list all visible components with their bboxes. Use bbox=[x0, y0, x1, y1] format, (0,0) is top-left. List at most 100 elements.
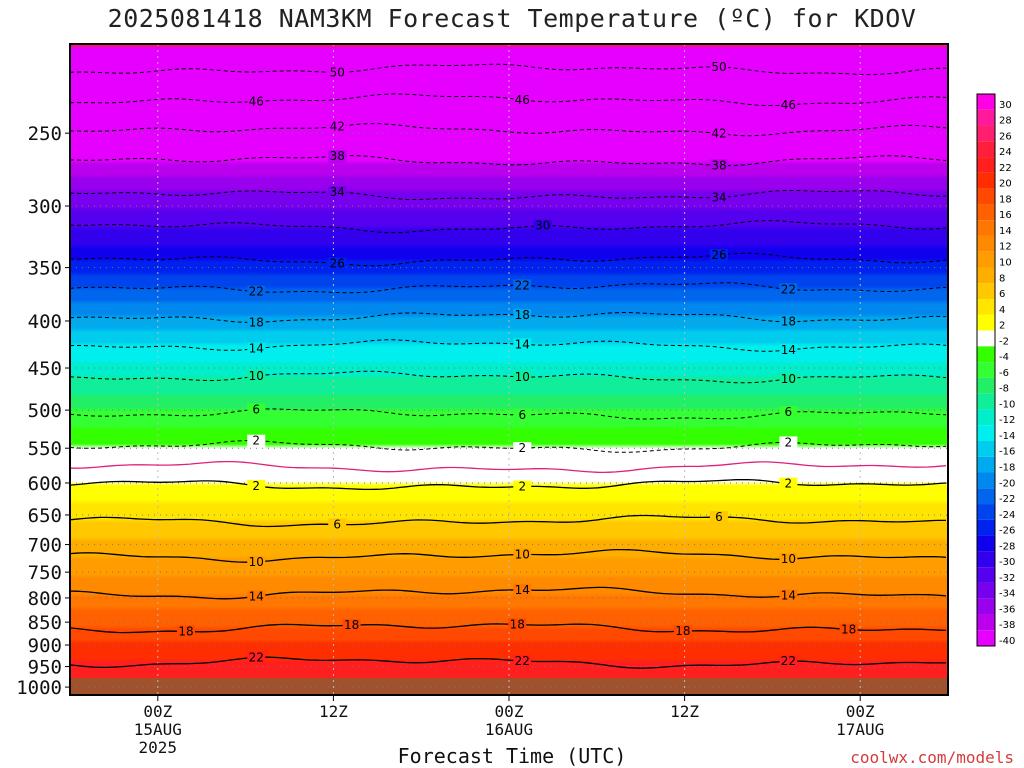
contour-line bbox=[70, 408, 947, 420]
colorbar-swatch bbox=[977, 157, 995, 173]
y-tick-label: 800 bbox=[28, 588, 62, 610]
contour-label-bg bbox=[779, 589, 798, 603]
colorbar-swatch bbox=[977, 377, 995, 394]
contour-label: 18 bbox=[675, 624, 690, 638]
colorbar-swatch bbox=[977, 204, 995, 221]
colorbar-label: 26 bbox=[999, 131, 1012, 142]
contour-label-bg bbox=[247, 555, 266, 569]
contour-label: 26 bbox=[711, 248, 726, 262]
contour-label-bg bbox=[513, 584, 532, 598]
contour-label-bg bbox=[513, 408, 532, 422]
colorbar-label: -18 bbox=[999, 463, 1015, 474]
source-credit[interactable]: coolwx.com/models bbox=[850, 748, 1014, 767]
contour-label: 22 bbox=[249, 650, 264, 664]
contour-label: 46 bbox=[249, 94, 264, 108]
contour-line bbox=[70, 478, 947, 491]
contour-line bbox=[70, 312, 947, 323]
colorbar-label: 28 bbox=[999, 116, 1012, 127]
colorbar-frame bbox=[976, 93, 996, 647]
contour-label-bg bbox=[779, 406, 798, 420]
contour-line bbox=[70, 93, 947, 106]
contour-label-bg bbox=[247, 316, 266, 330]
contour-label: 14 bbox=[515, 583, 530, 597]
contour-label: 6 bbox=[333, 517, 341, 531]
colorbar-swatch bbox=[977, 283, 995, 300]
colorbar-swatch bbox=[977, 235, 995, 252]
contour-label-bg bbox=[779, 436, 798, 450]
contour-label: 34 bbox=[330, 185, 345, 199]
contour-line bbox=[70, 370, 947, 384]
contour-label: 18 bbox=[344, 618, 359, 632]
colorbar-swatch bbox=[977, 614, 995, 631]
contour-label: 6 bbox=[715, 510, 723, 524]
x-tick-label: 2025 bbox=[139, 738, 178, 757]
colorbar-swatch bbox=[977, 535, 995, 552]
contour-label: 10 bbox=[515, 370, 530, 384]
colorbar-label: -10 bbox=[999, 399, 1015, 410]
x-tick-label: 00Z bbox=[495, 702, 524, 721]
contour-label: 10 bbox=[249, 555, 264, 569]
x-tick-label: 00Z bbox=[143, 702, 172, 721]
colorbar-swatch bbox=[977, 393, 995, 410]
x-tick-label: 12Z bbox=[319, 702, 348, 721]
contour-label: 2 bbox=[518, 441, 526, 455]
x-tick-label: 17AUG bbox=[836, 720, 884, 739]
colorbar-label: -32 bbox=[999, 573, 1015, 584]
y-tick-label: 350 bbox=[28, 258, 62, 280]
colorbar-swatch bbox=[977, 125, 995, 142]
y-tick-label: 1000 bbox=[16, 677, 62, 699]
contour-label-bg bbox=[508, 618, 527, 632]
contour-label-bg bbox=[513, 93, 532, 107]
contour-label: 42 bbox=[711, 127, 726, 141]
contour-label: 22 bbox=[515, 654, 530, 668]
colorbar-swatch bbox=[977, 425, 995, 441]
contour-label-bg bbox=[709, 127, 728, 141]
contour-label-bg bbox=[709, 159, 728, 173]
colorbar-label: 14 bbox=[999, 226, 1012, 237]
colorbar-swatch bbox=[977, 567, 995, 583]
colorbar-label: -24 bbox=[999, 510, 1015, 521]
contour-label-bg bbox=[839, 623, 858, 637]
contour-label-bg bbox=[247, 95, 266, 109]
colorbar-label: -12 bbox=[999, 415, 1015, 426]
y-tick-label: 450 bbox=[28, 358, 62, 380]
colorbar-label: -34 bbox=[999, 589, 1015, 600]
contour-label: 10 bbox=[249, 369, 264, 383]
contour-label-bg bbox=[247, 370, 266, 384]
contour-label-bg bbox=[247, 651, 266, 665]
contour-label: 2 bbox=[252, 479, 260, 493]
colorbar-label: -26 bbox=[999, 526, 1015, 537]
colorbar-swatch bbox=[977, 172, 995, 189]
colorbar-swatch bbox=[977, 314, 995, 331]
contour-line bbox=[70, 190, 947, 200]
contour-label-bg bbox=[779, 553, 798, 567]
colorbar-label: 22 bbox=[999, 163, 1012, 174]
y-tick-label: 950 bbox=[28, 657, 62, 679]
contour-label-bg bbox=[328, 150, 347, 164]
colorbar: 30 28 26 24 22 20 18 16 14 12 10 8 6 4 2 -2 -4 -6 -8 -10 -12… bbox=[976, 93, 1015, 647]
contour-label: 14 bbox=[249, 589, 264, 603]
colorbar-label: 18 bbox=[999, 194, 1012, 205]
contour-label: 46 bbox=[781, 98, 796, 112]
colorbar-label: -16 bbox=[999, 447, 1015, 458]
contour-label: 18 bbox=[510, 617, 525, 631]
y-axis: 2503003504004505005506006507007508008509… bbox=[16, 123, 70, 699]
contour-label-bg bbox=[533, 219, 552, 233]
contour-label: 46 bbox=[515, 93, 530, 107]
colorbar-swatch bbox=[977, 582, 995, 599]
colorbar-label: 24 bbox=[999, 147, 1012, 158]
colorbar-swatch bbox=[977, 409, 995, 426]
contour-label: 22 bbox=[781, 654, 796, 668]
contour-label: 18 bbox=[781, 315, 796, 329]
colorbar-label: -4 bbox=[999, 352, 1009, 363]
colorbar-swatch bbox=[977, 504, 995, 520]
colorbar-label: 10 bbox=[999, 257, 1012, 268]
contour-line bbox=[70, 586, 947, 600]
y-tick-label: 600 bbox=[28, 473, 62, 495]
colorbar-swatch bbox=[977, 346, 995, 363]
contour-label-bg bbox=[513, 442, 532, 456]
colorbar-swatch bbox=[977, 488, 995, 505]
colorbar-label: -2 bbox=[999, 336, 1009, 347]
y-tick-label: 850 bbox=[28, 612, 62, 634]
